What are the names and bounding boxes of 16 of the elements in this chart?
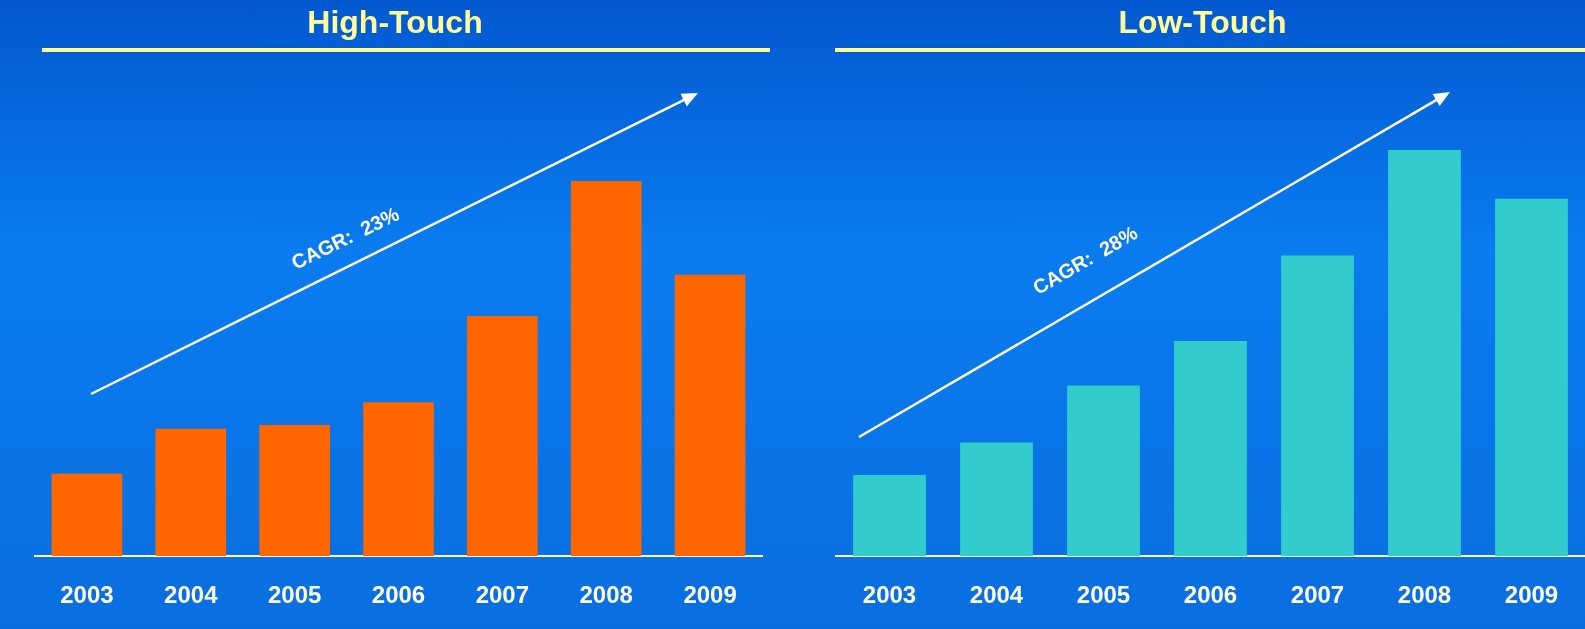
x-tick-label: 2005: [1076, 581, 1131, 609]
x-tick-label: 2009: [683, 581, 737, 609]
x-tick-label: 2007: [1290, 581, 1345, 609]
x-tick-label: 2009: [1504, 581, 1559, 609]
x-tick-label: 2004: [969, 581, 1024, 609]
x-tick-label: 2006: [371, 581, 426, 609]
chart-title: High-Touch: [306, 4, 484, 41]
x-tick-label: 2008: [579, 581, 633, 609]
chart-title: Low-Touch: [1117, 4, 1288, 41]
x-tick-label: 2003: [60, 581, 114, 609]
x-tick-label: 2005: [267, 581, 322, 609]
x-tick-label: 2007: [475, 581, 530, 609]
x-tick-label: 2003: [862, 581, 917, 609]
x-tick-label: 2004: [164, 581, 219, 609]
x-tick-label: 2006: [1183, 581, 1238, 609]
x-tick-label: 2008: [1397, 581, 1452, 609]
